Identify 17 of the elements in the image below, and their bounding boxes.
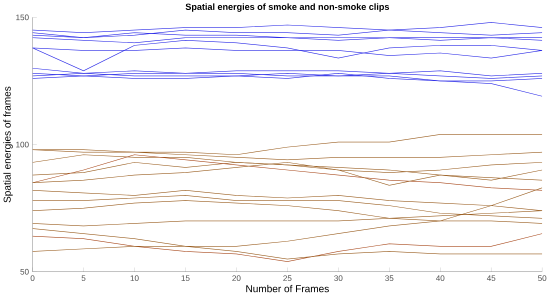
x-tick-label: 30 — [334, 276, 342, 282]
x-tick-label: 35 — [385, 276, 394, 282]
x-tick-label: 45 — [486, 276, 496, 282]
y-axis-title: Spatial energies of frames — [3, 86, 13, 203]
x-tick-label: 25 — [283, 276, 292, 282]
x-tick-label: 0 — [30, 276, 34, 282]
y-tick-label: 50 — [20, 269, 29, 275]
x-axis-title: Number of Frames — [246, 285, 329, 292]
y-tick-label: 150 — [16, 14, 29, 20]
x-tick-label: 5 — [82, 276, 86, 282]
chart-title: Spatial energies of smoke and non-smoke clips — [186, 4, 390, 12]
x-tick-label: 40 — [436, 276, 444, 282]
y-tick-label: 100 — [16, 142, 29, 148]
x-tick-label: 20 — [232, 276, 241, 282]
x-tick-label: 50 — [538, 276, 546, 282]
x-tick-label: 10 — [130, 276, 139, 282]
x-tick-label: 15 — [182, 276, 190, 282]
